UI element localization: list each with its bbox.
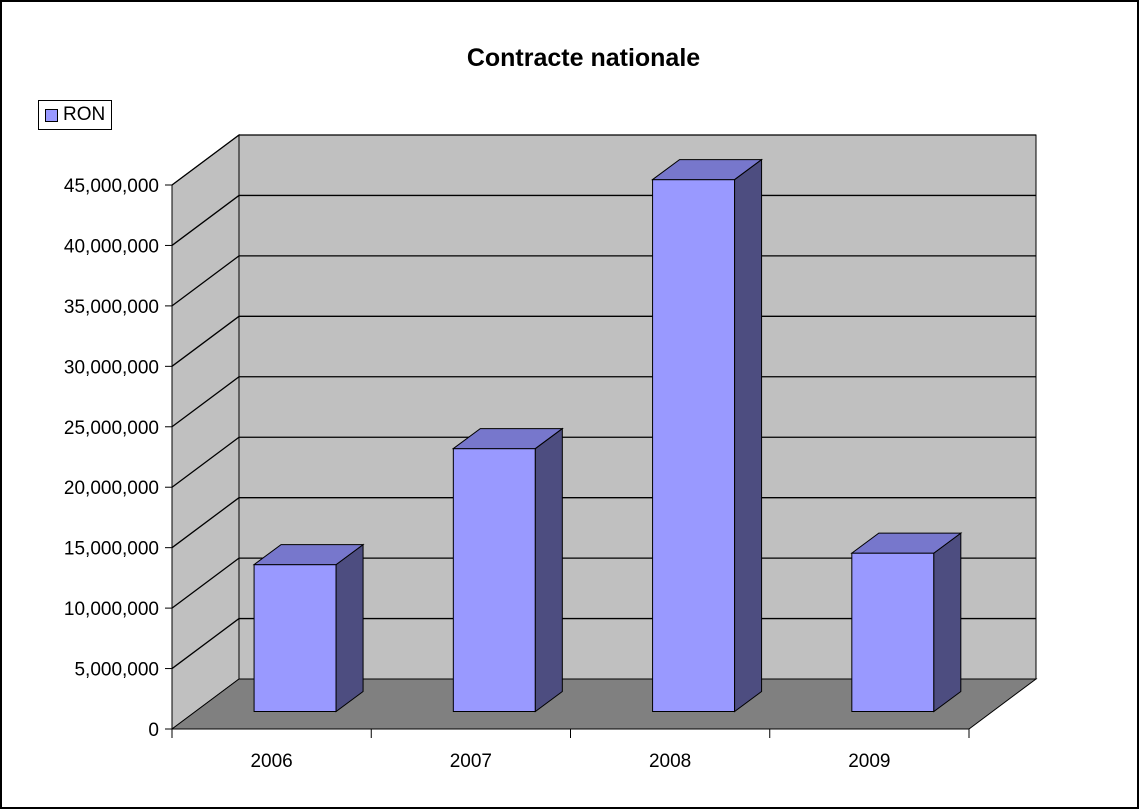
gridline xyxy=(171,376,1036,428)
y-tick-label: 30,000,000 xyxy=(64,357,159,378)
y-tick-label: 20,000,000 xyxy=(64,478,159,499)
bar-top xyxy=(451,428,564,450)
bar-side xyxy=(933,532,962,713)
x-tick-label: 2009 xyxy=(848,751,890,772)
gridline xyxy=(171,255,1036,307)
y-tick-label: 0 xyxy=(148,720,159,741)
bar-side xyxy=(335,543,364,713)
gridline xyxy=(171,436,1036,488)
y-tick-label: 5,000,000 xyxy=(74,660,159,681)
bar xyxy=(252,543,365,713)
bar-front xyxy=(452,448,536,712)
bar xyxy=(651,158,764,713)
bar-top xyxy=(651,159,764,181)
bar-side xyxy=(534,427,563,713)
bar-side xyxy=(734,158,763,713)
x-tick-label: 2006 xyxy=(250,751,292,772)
gridline xyxy=(171,557,1036,609)
gridline xyxy=(171,497,1036,549)
gridline xyxy=(171,194,1036,246)
bar-front xyxy=(652,179,736,712)
x-tick-label: 2008 xyxy=(649,751,691,772)
gridline xyxy=(171,134,1036,186)
bar-top xyxy=(850,532,963,554)
y-tick-label: 45,000,000 xyxy=(64,176,159,197)
legend-swatch xyxy=(45,108,58,122)
side-wall xyxy=(171,134,240,730)
legend: RON xyxy=(38,100,113,130)
bar-top xyxy=(252,544,365,566)
bar-front xyxy=(253,564,337,712)
y-tick-label: 15,000,000 xyxy=(64,539,159,560)
y-tick-label: 40,000,000 xyxy=(64,236,159,257)
bar xyxy=(850,532,963,713)
bar xyxy=(451,427,564,713)
bar-front xyxy=(851,552,935,712)
chart-title: Contracte nationale xyxy=(466,44,701,72)
x-tick-label: 2007 xyxy=(450,751,492,772)
y-tick-label: 35,000,000 xyxy=(64,297,159,318)
y-tick-label: 10,000,000 xyxy=(64,599,159,620)
y-tick-label: 25,000,000 xyxy=(64,418,159,439)
gridline xyxy=(171,617,1036,670)
legend-label: RON xyxy=(63,104,106,125)
gridline xyxy=(171,315,1036,367)
